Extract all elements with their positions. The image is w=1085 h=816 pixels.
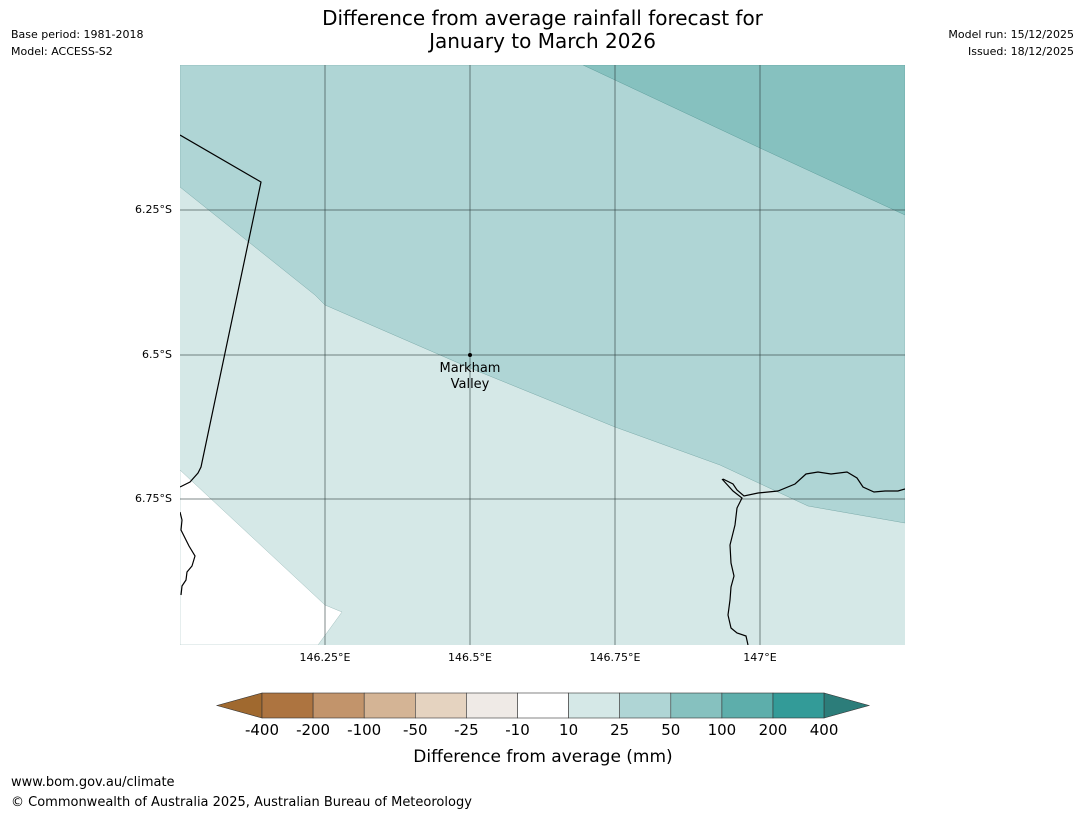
model-run-text: Model run: 15/12/2025 [948, 28, 1074, 41]
no-data-area [180, 469, 343, 645]
colorbar-tick-label: -50 [403, 721, 428, 739]
footer-url: www.bom.gov.au/climate [11, 775, 175, 790]
map-panel [180, 65, 905, 645]
title-line-1: Difference from average rainfall forecas… [322, 6, 763, 30]
west-coastline [180, 511, 196, 596]
colorbar-label: Difference from average (mm) [413, 747, 672, 767]
meta-left: Base period: 1981-2018 Model: ACCESS-S2 [11, 26, 143, 60]
lat-label-6-75: 6.75°S [135, 492, 172, 505]
colorbar-segment-5 [517, 692, 569, 719]
colorbar-tick-label: -200 [296, 721, 330, 739]
colorbar-tick-label: -400 [245, 721, 279, 739]
province-boundary [180, 134, 262, 488]
colorbar-tick-label: 200 [759, 721, 788, 739]
base-period-text: Base period: 1981-2018 [11, 28, 144, 41]
colorbar-segment-3 [414, 692, 467, 719]
lon-label-146-75: 146.75°E [590, 651, 641, 664]
colorbar-segment-0 [261, 692, 314, 719]
meta-right: Model run: 15/12/2025 Issued: 18/12/2025 [948, 26, 1074, 60]
colorbar-extension-low [215, 692, 263, 719]
lon-label-147: 147°E [743, 651, 776, 664]
lat-label-6-5: 6.5°S [142, 348, 172, 361]
colorbar-extension-high [823, 692, 871, 719]
markham-valley-marker [468, 353, 472, 357]
title-line-2: January to March 2026 [429, 29, 656, 53]
colorbar-tick-label: -25 [454, 721, 479, 739]
colorbar-segment-7 [619, 692, 672, 719]
colorbar-segment-10 [772, 692, 825, 719]
lat-label-6-25: 6.25°S [135, 203, 172, 216]
place-label-line-1: Markham [440, 361, 501, 376]
rain-band-50-100 [582, 65, 905, 216]
colorbar-segment-1 [312, 692, 365, 719]
place-label-line-2: Valley [451, 377, 490, 392]
colorbar-segment-9 [721, 692, 774, 719]
colorbar-segment-4 [466, 692, 518, 719]
map-title: Difference from average rainfall forecas… [0, 7, 1085, 53]
footer-copyright: © Commonwealth of Australia 2025, Austra… [11, 795, 472, 810]
colorbar-segment-8 [670, 692, 723, 719]
model-text: Model: ACCESS-S2 [11, 45, 113, 58]
colorbar-tick-label: 25 [610, 721, 629, 739]
issued-text: Issued: 18/12/2025 [967, 45, 1074, 58]
colorbar-tick-label: 10 [559, 721, 578, 739]
colorbar-tick-label: 400 [810, 721, 839, 739]
colorbar-tick-label: -100 [347, 721, 381, 739]
colorbar-segment-6 [568, 692, 620, 719]
river-coastline [721, 471, 905, 645]
colorbar-tick-label: 50 [661, 721, 680, 739]
lon-label-146-5: 146.5°E [448, 651, 492, 664]
colorbar-tick-label: -10 [505, 721, 530, 739]
lon-label-146-25: 146.25°E [300, 651, 351, 664]
colorbar-tick-label: 100 [708, 721, 737, 739]
colorbar-segment-2 [363, 692, 416, 719]
colorbar: -400 -200 -100 -50 -25 -10 10 25 50 100 200 400 [215, 692, 871, 739]
